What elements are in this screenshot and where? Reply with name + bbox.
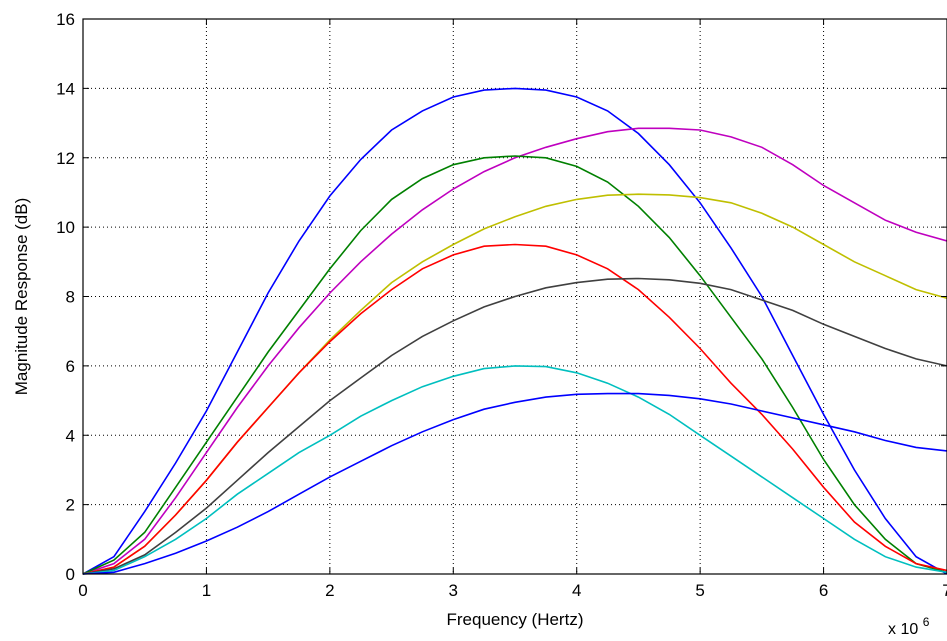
y-tick-label: 2 bbox=[66, 496, 75, 515]
series-line-3 bbox=[82, 155, 947, 575]
x-tick-label: 7 bbox=[942, 581, 947, 600]
x-tick-label: 6 bbox=[819, 581, 828, 600]
series-line-5 bbox=[82, 243, 947, 575]
x-tick-label: 5 bbox=[695, 581, 704, 600]
series-line-1 bbox=[82, 87, 947, 575]
series-layer bbox=[82, 87, 947, 575]
x-tick-label: 0 bbox=[78, 581, 87, 600]
series-line-8 bbox=[82, 392, 947, 575]
x-tick-label: 1 bbox=[202, 581, 211, 600]
x-exponent-label: x 10 6 bbox=[888, 615, 930, 638]
y-tick-label: 16 bbox=[56, 10, 75, 29]
y-tick-label: 4 bbox=[66, 426, 75, 445]
tick-layer: 012345670246810121416 bbox=[56, 10, 947, 600]
x-tick-label: 4 bbox=[572, 581, 581, 600]
y-tick-label: 14 bbox=[56, 79, 75, 98]
x-tick-label: 3 bbox=[449, 581, 458, 600]
series-line-2 bbox=[82, 127, 947, 575]
x-tick-label: 2 bbox=[325, 581, 334, 600]
y-tick-label: 12 bbox=[56, 149, 75, 168]
y-tick-label: 10 bbox=[56, 218, 75, 237]
series-line-6 bbox=[82, 277, 947, 575]
series-line-7 bbox=[82, 365, 947, 575]
y-axis-label: Magnitude Response (dB) bbox=[12, 198, 31, 396]
y-tick-label: 8 bbox=[66, 288, 75, 307]
y-tick-label: 0 bbox=[66, 565, 75, 584]
x-exponent-power: 6 bbox=[923, 615, 930, 629]
y-tick-label: 6 bbox=[66, 357, 75, 376]
x-exponent-base: x 10 bbox=[888, 621, 918, 638]
x-axis-label: Frequency (Hertz) bbox=[447, 610, 584, 629]
